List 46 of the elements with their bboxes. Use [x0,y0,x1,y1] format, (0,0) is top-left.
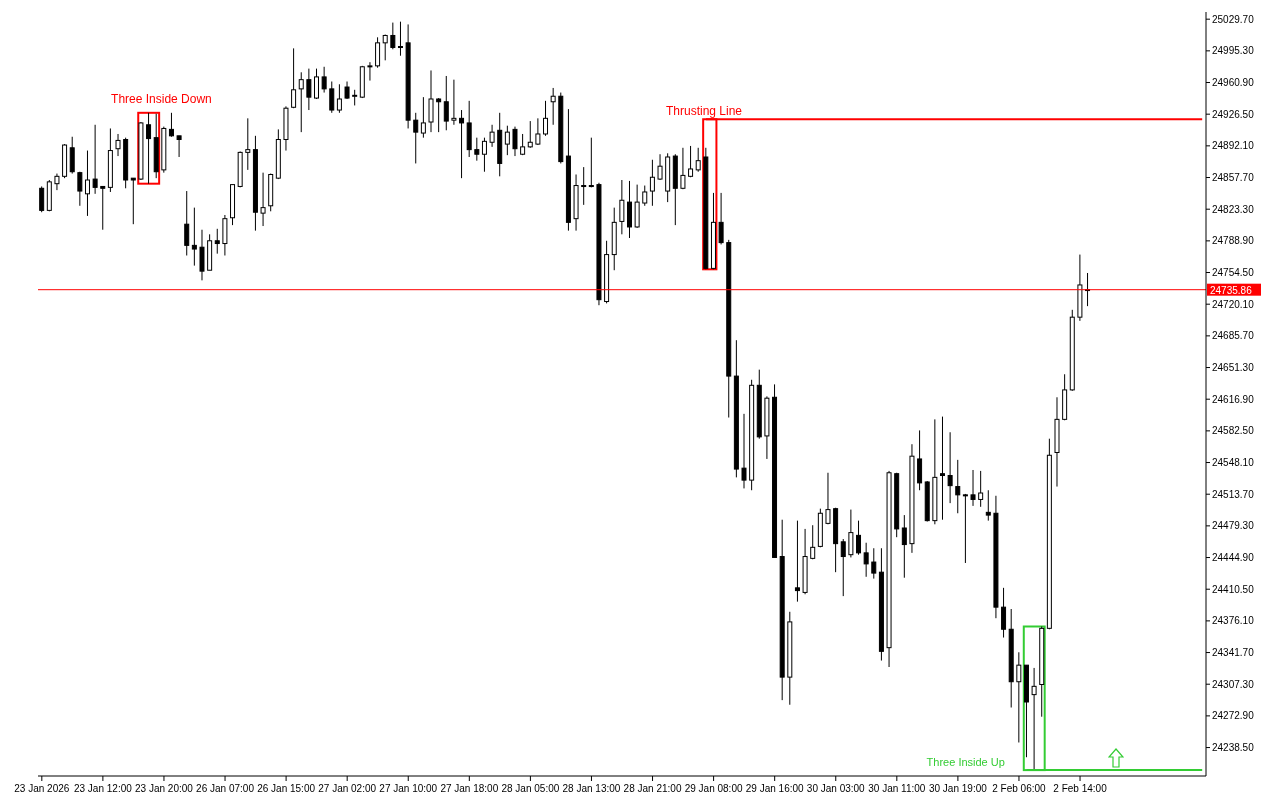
x-tick-label: 28 Jan 13:00 [562,783,621,794]
y-tick-label: 24479.30 [1212,520,1255,532]
y-tick-label: 25029.70 [1212,13,1255,25]
x-tick-label: 27 Jan 10:00 [379,783,438,794]
x-tick-label: 30 Jan 11:00 [868,783,926,794]
x-tick-label: 27 Jan 02:00 [318,783,377,794]
y-tick-label: 24892.10 [1212,140,1255,152]
y-tick-label: 24754.50 [1212,267,1255,279]
x-tick-label: 2 Feb 14:00 [1053,783,1108,794]
y-tick-label: 24548.10 [1212,457,1255,469]
y-tick-label: 24995.30 [1212,45,1255,57]
x-tick-label: 2 Feb 06:00 [992,783,1047,794]
y-tick-label: 24651.30 [1212,362,1255,374]
y-tick-label: 24720.10 [1212,298,1255,310]
y-tick-label: 24960.90 [1212,77,1255,89]
x-tick-label: 28 Jan 05:00 [501,783,560,794]
x-tick-label: 26 Jan 07:00 [196,783,255,794]
x-tick-label: 26 Jan 15:00 [257,783,316,794]
y-tick-label: 24307.30 [1212,678,1255,690]
y-tick-label: 24857.70 [1212,172,1255,184]
ref-line-label: Three Inside Up [926,756,1005,769]
y-tick-label: 24238.50 [1212,742,1255,754]
x-tick-label: 30 Jan 19:00 [928,783,988,794]
y-tick-label: 24685.70 [1212,330,1255,342]
ref-line-label: 24735.86 [1210,284,1253,296]
y-tick-label: 24444.90 [1212,552,1255,564]
y-tick-label: 24582.50 [1212,425,1255,437]
y-tick-label: 24272.90 [1212,710,1255,722]
y-tick-label: 24926.50 [1212,108,1255,120]
ref-line-label: Thrusting Line [665,104,743,119]
x-tick-label: 29 Jan 16:00 [745,783,805,794]
y-tick-label: 24616.90 [1212,393,1255,405]
y-tick-label: 24788.90 [1212,235,1255,247]
x-tick-label: 23 Jan 2026 [14,783,70,794]
annotation: Three Inside Down [111,91,212,106]
y-tick-label: 24376.10 [1212,615,1255,627]
x-tick-label: 23 Jan 20:00 [135,783,194,794]
x-tick-label: 23 Jan 12:00 [73,783,133,794]
y-tick-label: 24513.70 [1212,488,1255,500]
y-tick-label: 24823.30 [1212,203,1255,215]
x-tick-label: 29 Jan 08:00 [684,783,743,794]
y-tick-label: 24341.70 [1212,647,1255,659]
x-tick-label: 30 Jan 03:00 [806,783,866,794]
x-tick-label: 27 Jan 18:00 [440,783,499,794]
x-tick-label: 28 Jan 21:00 [623,783,682,794]
y-tick-label: 24410.50 [1212,583,1255,595]
